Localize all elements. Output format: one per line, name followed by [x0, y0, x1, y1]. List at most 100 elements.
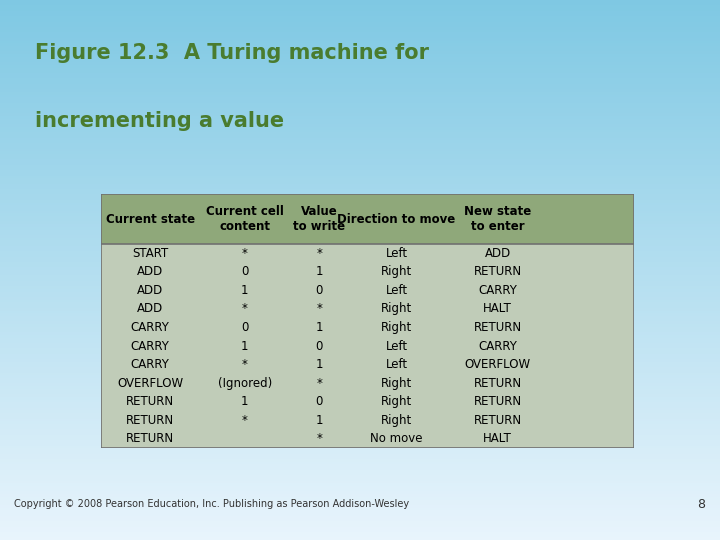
Bar: [0, 184, 720, 186]
Text: 1: 1: [241, 340, 248, 353]
Bar: [0, 132, 720, 135]
Bar: [0, 481, 720, 483]
Bar: [0, 46, 720, 49]
Bar: [0, 211, 720, 213]
Bar: [0, 518, 720, 521]
Bar: [0, 186, 720, 189]
Text: incrementing a value: incrementing a value: [35, 111, 284, 131]
Bar: [0, 243, 720, 246]
Bar: [0, 219, 720, 221]
Bar: [0, 467, 720, 470]
Bar: [0, 338, 720, 340]
Bar: [0, 148, 720, 151]
Bar: [0, 370, 720, 373]
Bar: [0, 446, 720, 448]
Text: 1: 1: [241, 284, 248, 297]
Bar: [0, 505, 720, 508]
Bar: [0, 310, 720, 313]
Bar: [0, 313, 720, 316]
Bar: [0, 73, 720, 76]
Text: Right: Right: [381, 321, 412, 334]
Bar: [0, 113, 720, 116]
Bar: [0, 502, 720, 505]
Text: CARRY: CARRY: [130, 340, 169, 353]
Bar: [0, 335, 720, 338]
Bar: [0, 89, 720, 92]
Bar: [0, 78, 720, 81]
Text: Figure 12.3  A Turing machine for: Figure 12.3 A Turing machine for: [35, 43, 429, 63]
Bar: [0, 475, 720, 478]
Bar: [0, 135, 720, 138]
Bar: [0, 440, 720, 443]
Bar: [0, 86, 720, 89]
Bar: [0, 459, 720, 462]
Bar: [0, 329, 720, 332]
Bar: [0, 238, 720, 240]
Bar: [0, 478, 720, 481]
Bar: [0, 402, 720, 405]
Bar: [0, 332, 720, 335]
Bar: [0, 224, 720, 227]
Text: Right: Right: [381, 395, 412, 408]
Bar: [0, 424, 720, 427]
Text: 1: 1: [315, 358, 323, 371]
Bar: [0, 8, 720, 11]
Bar: [0, 200, 720, 202]
Bar: [0, 154, 720, 157]
Bar: [0, 254, 720, 256]
Bar: [0, 216, 720, 219]
Bar: [0, 14, 720, 16]
Bar: [0, 497, 720, 500]
Bar: [0, 40, 720, 43]
Bar: [101, 244, 634, 448]
Bar: [0, 256, 720, 259]
Text: RETURN: RETURN: [474, 395, 522, 408]
Bar: [0, 500, 720, 502]
Bar: [0, 351, 720, 354]
Bar: [0, 111, 720, 113]
Bar: [0, 354, 720, 356]
Bar: [0, 59, 720, 62]
Text: RETURN: RETURN: [474, 321, 522, 334]
Bar: [0, 19, 720, 22]
Text: New state
to enter: New state to enter: [464, 205, 531, 233]
Bar: [0, 122, 720, 124]
Bar: [0, 273, 720, 275]
Bar: [0, 205, 720, 208]
Text: ADD: ADD: [137, 302, 163, 315]
Bar: [0, 378, 720, 381]
Bar: [0, 286, 720, 289]
Bar: [0, 392, 720, 394]
Text: RETURN: RETURN: [126, 395, 174, 408]
Bar: [0, 521, 720, 524]
Bar: [0, 416, 720, 418]
Bar: [0, 275, 720, 278]
Bar: [101, 194, 634, 244]
Bar: [0, 270, 720, 273]
Bar: [0, 408, 720, 410]
Bar: [0, 105, 720, 108]
Bar: [0, 94, 720, 97]
Bar: [0, 470, 720, 472]
Text: 1: 1: [315, 414, 323, 427]
Bar: [0, 389, 720, 392]
Bar: [0, 170, 720, 173]
Text: Right: Right: [381, 414, 412, 427]
Bar: [0, 84, 720, 86]
Bar: [0, 178, 720, 181]
Bar: [0, 157, 720, 159]
Bar: [0, 76, 720, 78]
Bar: [0, 151, 720, 154]
Bar: [0, 54, 720, 57]
Text: Left: Left: [385, 340, 408, 353]
Text: RETURN: RETURN: [474, 265, 522, 278]
Bar: [0, 143, 720, 146]
Bar: [0, 383, 720, 386]
Bar: [0, 16, 720, 19]
Bar: [0, 43, 720, 46]
Text: *: *: [242, 414, 248, 427]
Bar: [0, 451, 720, 454]
Bar: [0, 259, 720, 262]
Bar: [0, 435, 720, 437]
Bar: [0, 197, 720, 200]
